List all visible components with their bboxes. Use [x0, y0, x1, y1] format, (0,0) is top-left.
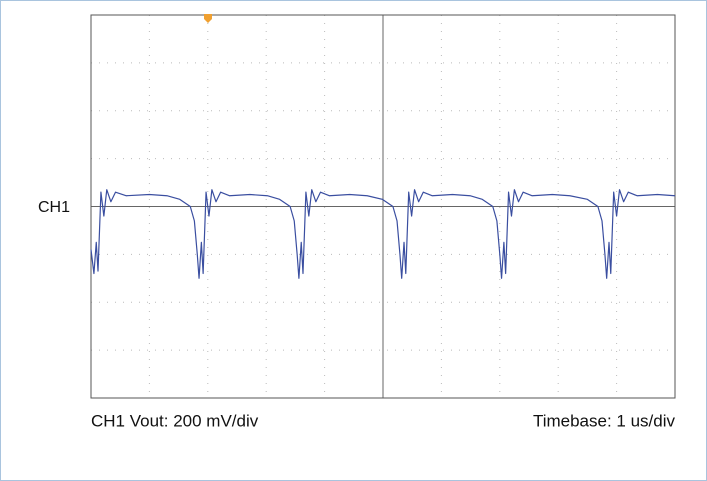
- waveform: [90, 189, 676, 279]
- trigger-marker: [204, 14, 212, 23]
- channel-label: CH1: [38, 199, 70, 216]
- plot-border: [90, 14, 676, 399]
- timebase: Timebase: 1 us/div: [533, 411, 676, 430]
- channel-scale: CH1 Vout: 200 mV/div: [91, 411, 259, 430]
- grid: [90, 14, 676, 399]
